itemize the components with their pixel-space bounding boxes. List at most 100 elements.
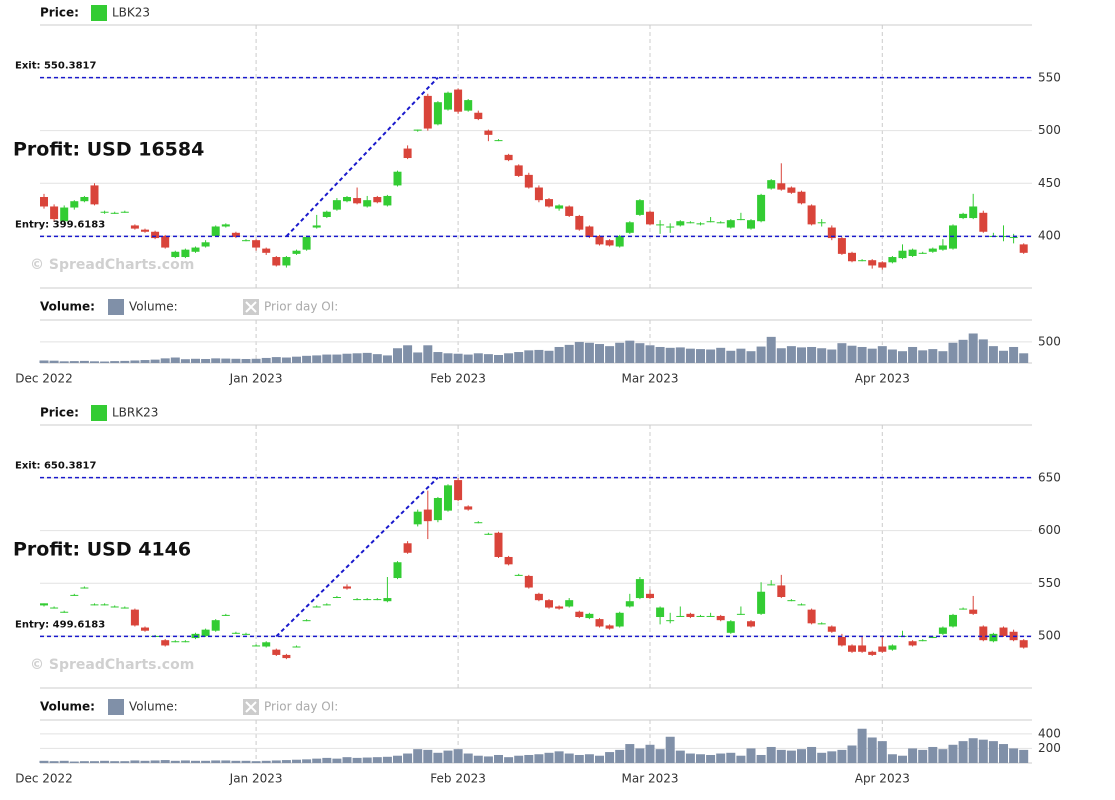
candle-body [130,225,139,229]
candle-body [242,633,250,635]
candle-body [625,222,634,233]
volume-bar [564,344,574,363]
candle-body [181,641,190,643]
volume-bar [908,748,918,763]
volume-bar [807,746,817,763]
volume-bar [817,348,827,363]
volume-bar [625,340,635,363]
volume-bar [898,351,907,363]
volume-bar [453,749,463,763]
x-tick-label: Apr 2023 [855,372,910,386]
volume-bar [332,354,342,363]
candle-body [514,574,523,576]
candle-body [938,627,947,634]
candle-body [534,187,543,201]
volume-bar [312,355,322,363]
volume-bar [1019,353,1029,363]
candle-body [343,196,351,202]
volume-bar [281,760,291,763]
candle-body [100,604,109,606]
candle-body [110,606,119,608]
volume-bar [615,342,625,363]
x-tick-label: Feb 2023 [430,772,486,786]
volume-bar [898,755,907,763]
candle-body [858,260,867,262]
candle-body [454,89,463,112]
candle-body [161,235,170,248]
volume-bar [978,339,988,363]
volume-bar [675,750,685,763]
candle-body [605,240,614,246]
volume-bar [564,753,574,763]
volume-bar [201,760,211,763]
volume-bar [827,349,837,363]
oi-name: Prior day OI: [264,300,338,314]
candle-body [787,600,796,602]
candle-body [141,627,149,631]
volume-bar [524,350,534,363]
candle-body [555,205,564,209]
candle-body [777,183,786,190]
volume-bar [100,760,110,763]
candle-body [60,611,69,613]
volume-bar [463,354,473,363]
candle-body [454,480,463,501]
volume-bar [39,360,49,363]
volume-bar [716,347,726,363]
candle-body [696,223,705,225]
volume-bar [786,750,796,763]
oi-name: Prior day OI: [264,700,338,714]
volume-bar [90,761,99,763]
candle-body [635,579,644,599]
volume-bar [867,348,877,363]
watermark: © SpreadCharts.com [30,657,194,673]
volume-bar [483,756,493,763]
volume-bar [362,757,372,763]
volume-bar [372,354,382,363]
volume-bar [362,352,372,363]
volume-bar [938,351,948,363]
y-tick-label: 550 [1038,576,1061,590]
candle-body [444,92,452,110]
candle-body [110,212,119,214]
volume-bar [352,757,362,763]
volume-bar [908,346,918,363]
volume-bar [463,753,473,763]
volume-bar [696,349,705,363]
candle-body [433,497,442,521]
candle-body [272,257,281,266]
legend-swatch [91,5,107,21]
volume-bar [574,341,584,363]
candle-body [858,645,867,652]
volume-name: Volume: [129,700,178,714]
candle-body [595,235,604,245]
volume-name: Volume: [129,300,178,314]
watermark: © SpreadCharts.com [30,257,194,273]
candle-body [868,651,877,655]
candle-body [716,222,725,224]
volume-bar [443,750,453,763]
candle-body [898,250,907,259]
candle-body [201,242,210,247]
candle-body [504,154,513,161]
candle-body [928,248,937,252]
candle-body [848,645,856,652]
volume-bar [100,361,110,363]
volume-bar [685,753,695,763]
candle-body [141,229,149,232]
candle-body [252,240,261,248]
volume-bar [312,758,322,763]
volume-bar [696,754,705,763]
x-tick-label: Feb 2023 [430,372,486,386]
candle-body [120,211,129,213]
x-tick-label: Mar 2023 [622,372,679,386]
candle-body [403,543,412,553]
candle-body [646,593,654,599]
candle-body [575,215,584,230]
candle-body [807,609,816,624]
candle-body [797,604,806,606]
candle-body [928,637,937,639]
candle-body [302,237,311,250]
candle-body [322,604,331,606]
volume-bar [241,760,251,763]
